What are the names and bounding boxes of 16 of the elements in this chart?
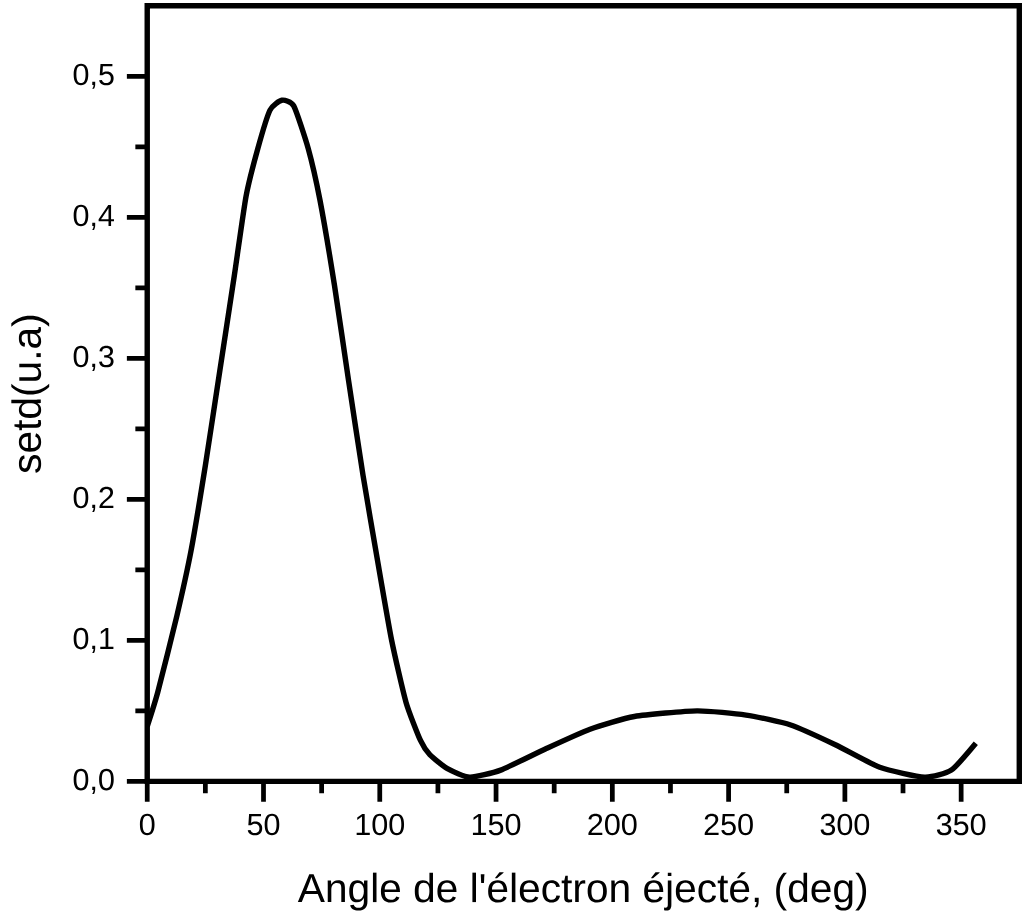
x-axis-title: Angle de l'électron éjecté, (deg): [297, 872, 867, 911]
x-tick-label: 250: [704, 813, 753, 836]
x-tick-label: 300: [820, 813, 870, 836]
y-tick-label: 0,2: [73, 486, 114, 513]
x-tick-label: 200: [588, 813, 637, 836]
y-tick-label: 0,1: [73, 627, 114, 654]
x-tick-label: 350: [936, 813, 986, 836]
y-tick-label: 0,4: [73, 204, 114, 230]
y-axis-title: setd(u.a): [11, 315, 50, 473]
y-tick-label: 0,5: [73, 63, 114, 89]
y-tick-label: 0,3: [73, 345, 114, 371]
x-tick-label: 100: [356, 813, 405, 836]
y-tick-label: 0,0: [73, 768, 114, 795]
x-tick-label: 0: [139, 813, 155, 836]
x-tick-label: 150: [472, 813, 521, 836]
x-tick-label: 50: [247, 813, 280, 836]
